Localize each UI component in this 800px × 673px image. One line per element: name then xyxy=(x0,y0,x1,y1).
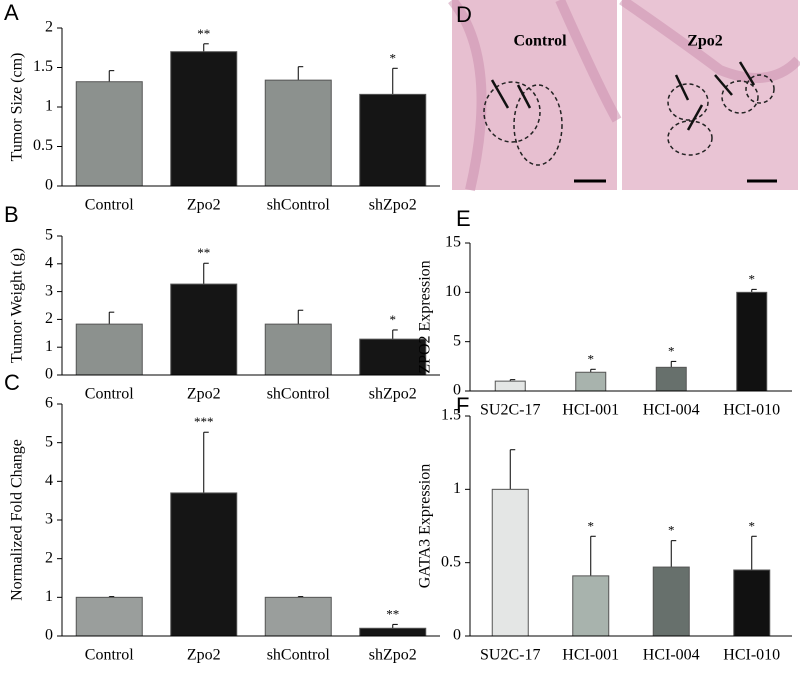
y-axis-title: Tumor Size (cm) xyxy=(9,53,26,162)
bar xyxy=(75,323,143,376)
x-tick-label: shZpo2 xyxy=(369,386,417,403)
significance-label: * xyxy=(390,312,397,327)
bar xyxy=(264,79,332,187)
bar xyxy=(359,93,427,187)
y-tick-label: 2 xyxy=(45,310,53,327)
x-tick-label: HCI-004 xyxy=(643,402,700,419)
y-axis-title: ZPO2 Expression xyxy=(417,260,434,373)
bar xyxy=(359,627,427,637)
panel-letter: D xyxy=(456,2,472,27)
panel-letter: E xyxy=(456,206,471,231)
y-axis-title: Normalized Fold Change xyxy=(9,439,26,601)
x-tick-label: shControl xyxy=(267,647,331,664)
x-tick-label: HCI-004 xyxy=(643,647,700,664)
bar xyxy=(572,575,610,637)
y-tick-label: 6 xyxy=(45,395,53,412)
y-tick-label: 5 xyxy=(453,332,461,349)
bar xyxy=(652,566,690,637)
y-tick-label: 4 xyxy=(45,472,53,489)
y-tick-label: 1 xyxy=(45,588,53,605)
bar xyxy=(491,488,529,637)
bar xyxy=(736,291,768,392)
y-tick-label: 4 xyxy=(45,254,53,271)
y-tick-label: 1.5 xyxy=(441,407,461,424)
panel-letter: F xyxy=(456,393,469,418)
significance-label: * xyxy=(588,351,595,366)
bar xyxy=(575,371,607,392)
x-tick-label: shControl xyxy=(267,386,331,403)
y-tick-label: 0 xyxy=(453,627,461,644)
bar xyxy=(75,81,143,187)
histology-image xyxy=(622,0,798,190)
y-tick-label: 15 xyxy=(445,234,461,251)
panel-letter: B xyxy=(4,202,19,227)
y-tick-label: 0 xyxy=(45,177,53,194)
y-axis-title: Tumor Weight (g) xyxy=(9,248,26,363)
y-tick-label: 10 xyxy=(445,283,461,300)
x-tick-label: HCI-001 xyxy=(562,402,619,419)
y-tick-label: 1 xyxy=(453,480,461,497)
significance-label: ** xyxy=(197,26,210,41)
y-tick-label: 3 xyxy=(45,511,53,528)
significance-label: * xyxy=(668,523,675,538)
y-tick-label: 0 xyxy=(45,627,53,644)
significance-label: * xyxy=(390,50,397,65)
significance-label: * xyxy=(668,343,675,358)
panel-letter: A xyxy=(4,0,19,25)
x-tick-label: shZpo2 xyxy=(369,197,417,214)
y-tick-label: 2 xyxy=(45,549,53,566)
x-tick-label: Zpo2 xyxy=(187,386,221,403)
x-tick-label: Control xyxy=(85,386,134,403)
bar xyxy=(170,51,238,187)
bar xyxy=(170,492,238,637)
y-tick-label: 0 xyxy=(45,366,53,383)
x-tick-label: shControl xyxy=(267,197,331,214)
x-tick-label: HCI-010 xyxy=(723,402,780,419)
x-tick-label: Zpo2 xyxy=(187,647,221,664)
x-tick-label: HCI-010 xyxy=(723,647,780,664)
y-tick-label: 0.5 xyxy=(33,137,53,154)
x-tick-label: shZpo2 xyxy=(369,647,417,664)
x-tick-label: SU2C-17 xyxy=(480,402,540,419)
x-tick-label: Zpo2 xyxy=(187,197,221,214)
x-tick-label: HCI-001 xyxy=(562,647,619,664)
y-tick-label: 1.5 xyxy=(33,58,53,75)
panel-letter: C xyxy=(4,370,20,395)
y-tick-label: 0 xyxy=(453,382,461,399)
bar xyxy=(75,596,143,637)
bar xyxy=(655,366,687,392)
bar xyxy=(494,380,526,392)
bar xyxy=(359,338,427,376)
image-label: Zpo2 xyxy=(687,33,723,50)
significance-label: ** xyxy=(386,606,399,621)
histology-panel: Control Zpo2 D xyxy=(448,0,800,192)
significance-label: * xyxy=(588,518,595,533)
y-axis-title: GATA3 Expression xyxy=(417,464,434,588)
x-tick-label: Control xyxy=(85,647,134,664)
image-label: Control xyxy=(513,33,567,50)
x-tick-label: Control xyxy=(85,197,134,214)
y-tick-label: 5 xyxy=(45,227,53,244)
bar xyxy=(170,283,238,376)
y-tick-label: 0.5 xyxy=(441,553,461,570)
significance-label: ** xyxy=(197,245,210,260)
significance-label: * xyxy=(749,271,756,286)
y-tick-label: 2 xyxy=(45,19,53,36)
significance-label: * xyxy=(749,518,756,533)
bar xyxy=(733,569,771,637)
y-tick-label: 1 xyxy=(45,98,53,115)
bar xyxy=(264,323,332,376)
bar xyxy=(264,596,332,637)
y-tick-label: 3 xyxy=(45,282,53,299)
y-tick-label: 5 xyxy=(45,433,53,450)
significance-label: *** xyxy=(194,414,214,429)
x-tick-label: SU2C-17 xyxy=(480,647,540,664)
y-tick-label: 1 xyxy=(45,338,53,355)
